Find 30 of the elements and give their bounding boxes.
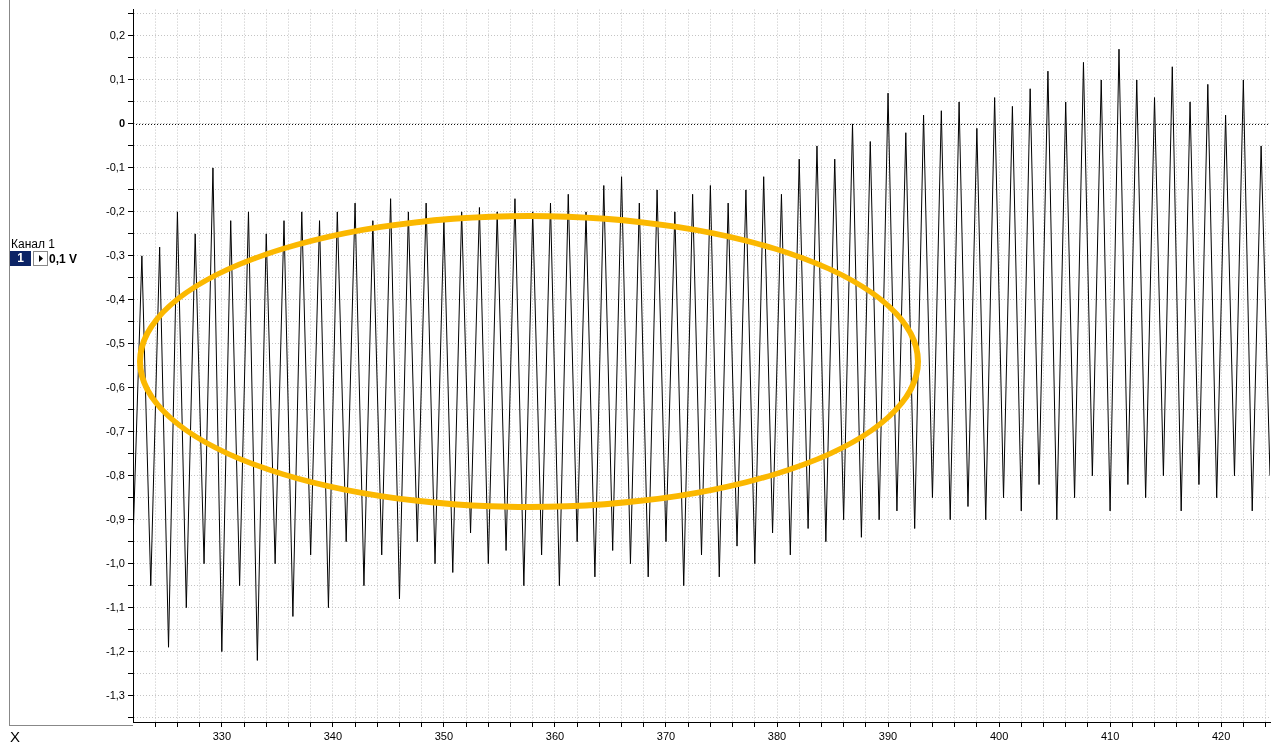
x-tick-label: 410: [1100, 729, 1120, 742]
x-tick-label: 360: [545, 729, 565, 742]
x-tick-label: 340: [323, 729, 343, 742]
x-tick-label: 370: [656, 729, 676, 742]
y-tick-label: -0,1: [106, 160, 125, 173]
y-tick-label: 0: [118, 116, 125, 129]
y-tick-label: -0,3: [106, 248, 125, 261]
y-tick-label: -1,1: [106, 600, 125, 613]
x-tick-label: 380: [767, 729, 787, 742]
y-tick-label: 0,2: [109, 29, 125, 42]
x-tick-label: 390: [878, 729, 898, 742]
y-tick-label: -0,7: [106, 424, 125, 437]
x-tick-label: 420: [1211, 729, 1231, 742]
x-tick-label: 350: [434, 729, 454, 742]
y-tick-label: -1,3: [106, 688, 125, 701]
y-tick-label: -1,2: [106, 644, 125, 657]
y-tick-label: -1,0: [106, 556, 125, 569]
text: Канал 1: [11, 237, 55, 251]
text: X: [10, 728, 21, 745]
y-tick-label: -0,2: [106, 204, 125, 217]
y-tick-label: -0,4: [106, 292, 125, 305]
y-tick-label: -0,8: [106, 468, 125, 481]
text: 1: [10, 251, 31, 266]
y-tick-label: -0,9: [106, 512, 125, 525]
y-tick-label: -0,6: [106, 380, 125, 393]
y-tick-label: -0,5: [106, 336, 125, 349]
text: 0,1 V: [49, 252, 78, 266]
y-tick-label: 0,1: [109, 72, 125, 85]
x-tick-label: 400: [989, 729, 1009, 742]
x-tick-label: 330: [212, 729, 232, 742]
